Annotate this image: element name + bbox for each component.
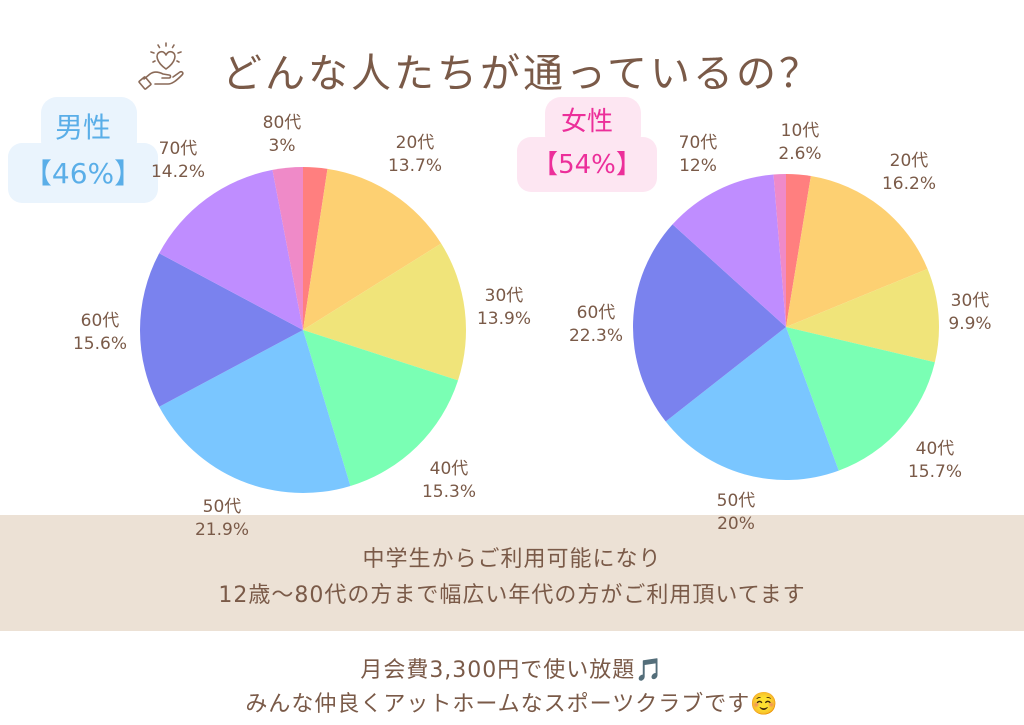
pie-slice-80代 [272, 167, 303, 330]
female-label-20s: 20代 16.2% [881, 151, 937, 194]
male-label-30s: 30代 13.9% [476, 286, 532, 329]
female-label-50s: 50代 20% [716, 491, 756, 534]
female-badge: 女性 【54%】 [517, 97, 657, 192]
male-label: 男性 [54, 111, 111, 144]
band-line-1: 中学生からご利用可能になり [362, 547, 662, 572]
female-label: 女性 [560, 107, 613, 137]
info-band: 中学生からご利用可能になり 12歳〜80代の方まで幅広い年代の方がご利用頂いてま… [0, 515, 1024, 631]
footer-line-1: 月会費3,300円で使い放題🎵 [360, 658, 664, 683]
male-label-20s: 20代 13.7% [387, 133, 443, 176]
pie-slice-80代 [773, 174, 786, 327]
male-badge: 男性 【46%】 [8, 97, 158, 203]
female-age-pie-chart [633, 174, 940, 480]
female-label-30s: 30代 9.9% [948, 291, 992, 334]
footer-line-2: みんな仲良くアットホームなスポーツクラブです☺️ [245, 692, 779, 717]
female-label-60s: 60代 22.3% [568, 303, 624, 346]
pie-slice-50代 [159, 330, 351, 494]
female-percent: 【54%】 [532, 150, 642, 180]
pie-slice-20代 [786, 176, 928, 327]
male-label-50s: 50代 21.9% [194, 497, 250, 540]
female-label-40s: 40代 15.7% [907, 439, 963, 482]
pie-slice-20代 [303, 168, 442, 330]
page-title: どんな人たちが通っているの？ [222, 51, 822, 97]
male-label-80s: 80代 3% [262, 113, 302, 156]
pie-slice-30代 [786, 268, 940, 363]
female-label-70s: 70代 12% [678, 133, 718, 176]
male-label-40s: 40代 15.3% [421, 459, 477, 502]
pie-slice-10代 [786, 174, 811, 327]
pie-slice-60代 [633, 224, 786, 422]
male-label-70s: 70代 14.2% [150, 139, 206, 182]
band-line-2: 12歳〜80代の方まで幅広い年代の方がご利用頂いてます [218, 583, 806, 608]
pie-slice-10代 [303, 167, 328, 330]
pie-slice-40代 [303, 330, 459, 486]
male-label-60s: 60代 15.6% [72, 311, 128, 354]
male-percent: 【46%】 [23, 157, 143, 190]
pie-slice-70代 [159, 169, 303, 330]
pie-slice-40代 [786, 327, 935, 471]
pie-slice-50代 [665, 327, 839, 480]
heart-in-hand-icon [138, 38, 194, 94]
pie-slice-70代 [672, 174, 786, 327]
pie-slice-60代 [139, 253, 303, 407]
pie-slice-30代 [303, 243, 466, 381]
female-label-10s: 10代 2.6% [778, 121, 822, 164]
male-age-pie-chart [139, 167, 466, 494]
